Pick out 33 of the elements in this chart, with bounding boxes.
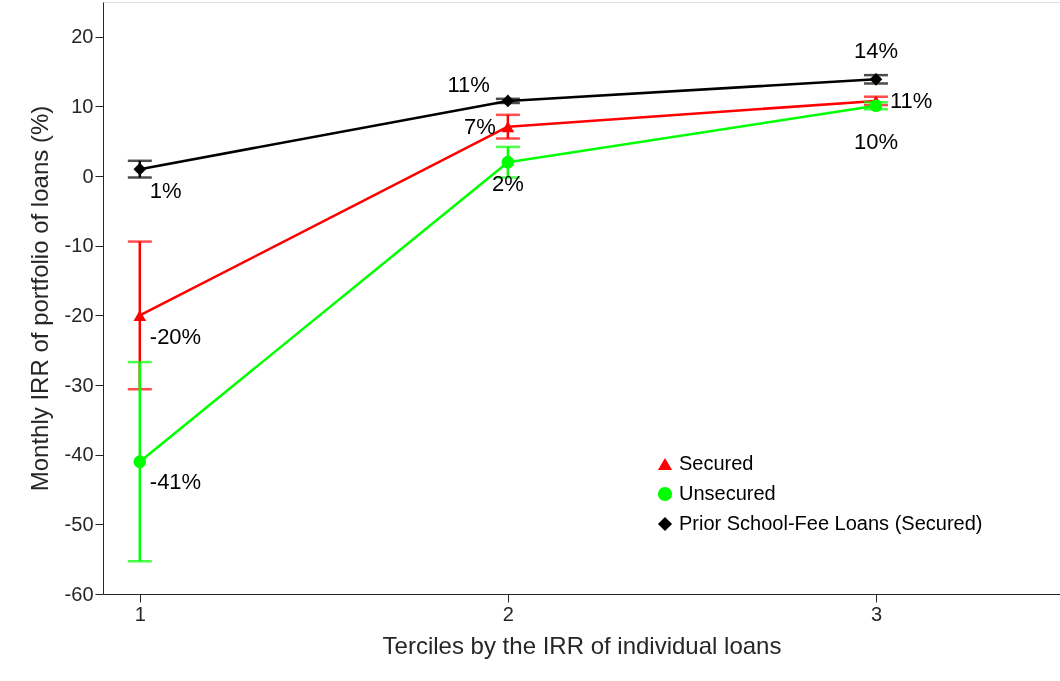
data-label: 11% (889, 87, 933, 113)
data-label: 2% (491, 171, 524, 197)
y-tick-label: 0 (82, 164, 94, 187)
legend-label: Unsecured (679, 482, 776, 504)
legend-label: Secured (679, 452, 754, 474)
point (501, 155, 515, 169)
x-axis-title: Terciles by the IRR of individual loans (382, 631, 782, 659)
x-tick-label: 2 (502, 602, 514, 625)
y-tick-label: 20 (71, 25, 94, 48)
y-axis-title: Monthly IRR of portfolio of loans (%) (25, 105, 53, 492)
data-label: 1% (149, 178, 182, 204)
y-tick-label: -20 (64, 303, 94, 326)
data-label: 7% (464, 113, 496, 139)
point (501, 94, 515, 108)
point (501, 121, 515, 133)
point (869, 72, 883, 86)
y-tick-label: 10 (71, 94, 94, 117)
y-tick-label: -40 (64, 443, 94, 466)
x-tick-label: 1 (134, 602, 146, 625)
point (133, 162, 147, 176)
data-label: 10% (853, 128, 898, 154)
data-label: -20% (149, 324, 202, 350)
point (133, 455, 147, 468)
data-label: -41% (149, 468, 202, 494)
y-tick-label: -30 (64, 373, 94, 396)
point (133, 309, 147, 321)
x-tick-label: 3 (870, 602, 883, 625)
legend-label: Prior School-Fee Loans (Secured) (679, 512, 983, 534)
y-tick-label: -10 (64, 234, 94, 257)
data-label: 11% (447, 71, 490, 97)
data-label: 14% (853, 38, 898, 64)
y-tick-label: -60 (64, 582, 94, 605)
y-tick-label: -50 (64, 512, 94, 535)
